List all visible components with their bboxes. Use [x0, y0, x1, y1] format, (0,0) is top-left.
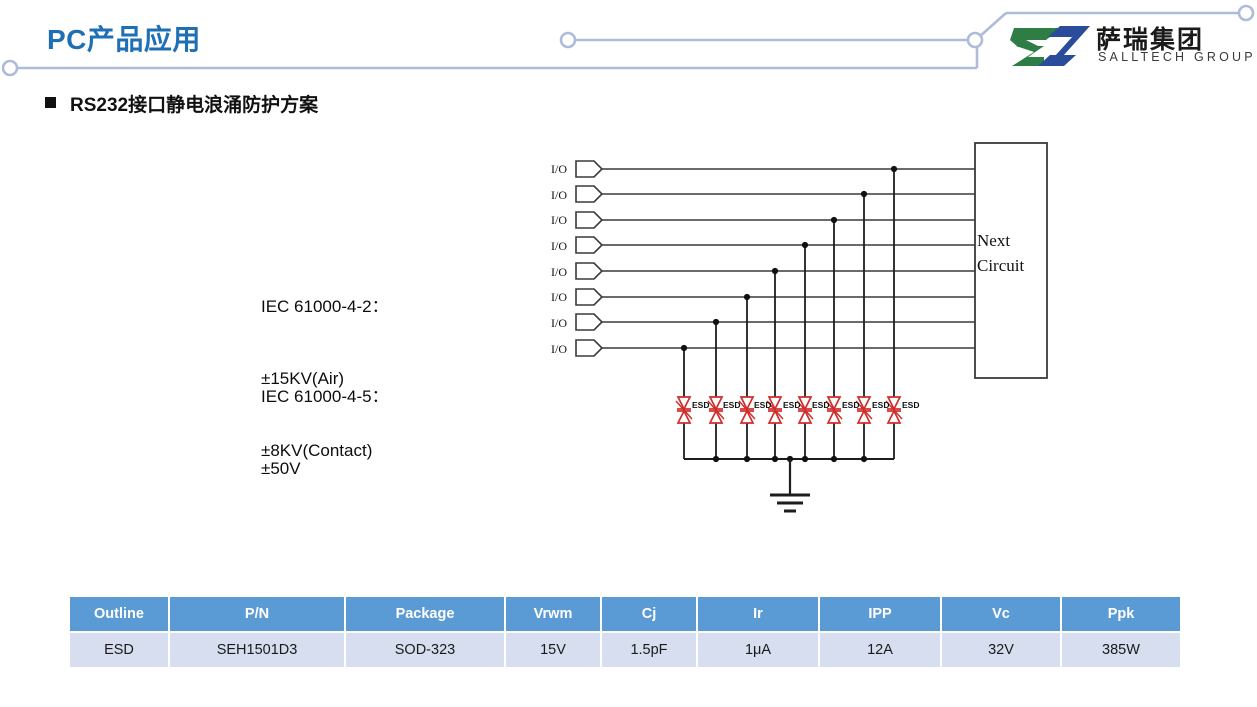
spec-contact-discharge: ±8KV(Contact): [261, 441, 373, 460]
cell-ir: 1μA: [698, 633, 818, 667]
spec-surge-voltage: ±50V: [261, 459, 301, 478]
next-circuit-line2: Circuit: [977, 256, 1025, 275]
spec-iec-61000-4-5-title: IEC 61000-4-5：: [261, 387, 389, 406]
esd-diode: [855, 396, 873, 424]
parameter-table: Outline P/N Package Vrwm Cj Ir IPP Vc Pp…: [68, 595, 1182, 669]
table-header-vc: Vc: [942, 597, 1060, 631]
esd-label: ESD: [902, 400, 920, 410]
cell-vrwm: 15V: [506, 633, 600, 667]
esd-diode-group: [675, 396, 903, 424]
table-header-cj: Cj: [602, 597, 696, 631]
esd-label: ESD: [872, 400, 890, 410]
io-label: I/O: [551, 290, 567, 304]
header-decoration: [1, 4, 1255, 77]
next-circuit-line1: Next: [977, 231, 1011, 250]
next-circuit-label: Next Circuit: [977, 228, 1047, 278]
logo-english-name: SALLTECH GROUP: [1098, 50, 1256, 64]
spec-air-discharge: ±15KV(Air): [261, 369, 345, 388]
table-header-ppk: Ppk: [1062, 597, 1180, 631]
esd-diode: [885, 396, 903, 424]
section-subtitle: RS232接口静电浪涌防护方案: [70, 95, 319, 116]
cell-ppk: 385W: [1062, 633, 1180, 667]
esd-label: ESD: [754, 400, 772, 410]
esd-label: ESD: [812, 400, 830, 410]
logo-chinese-name: 萨瑞集团: [1096, 26, 1205, 54]
esd-diode: [766, 396, 784, 424]
logo-mark-icon: [1010, 26, 1090, 66]
esd-diode: [796, 396, 814, 424]
table-header-ir: Ir: [698, 597, 818, 631]
cell-vc: 32V: [942, 633, 1060, 667]
io-label: I/O: [551, 162, 567, 176]
io-label: I/O: [551, 316, 567, 330]
table-header-outline: Outline: [70, 597, 168, 631]
esd-label: ESD: [842, 400, 860, 410]
cell-outline: ESD: [70, 633, 168, 667]
bullet-square-icon: [45, 97, 56, 108]
ground-icon: [770, 459, 810, 513]
esd-diode: [675, 396, 693, 424]
io-label: I/O: [551, 342, 567, 356]
table-row: ESD SEH1501D3 SOD-323 15V 1.5pF 1μA 12A …: [70, 633, 1180, 667]
company-logo: 萨瑞集团 SALLTECH GROUP: [1010, 22, 1253, 74]
table-header-vrwm: Vrwm: [506, 597, 600, 631]
deco-circle-left: [1, 59, 19, 77]
io-connector-group: [575, 160, 604, 357]
cell-cj: 1.5pF: [602, 633, 696, 667]
spec-iec-61000-4-2-title: IEC 61000-4-2：: [261, 297, 389, 316]
table-header-ipp: IPP: [820, 597, 940, 631]
cell-package: SOD-323: [346, 633, 504, 667]
io-label: I/O: [551, 265, 567, 279]
page-title: PC产品应用: [47, 24, 201, 55]
table-header-package: Package: [346, 597, 504, 631]
esd-label: ESD: [723, 400, 741, 410]
deco-circle-joint: [966, 31, 984, 49]
cell-ipp: 12A: [820, 633, 940, 667]
io-label: I/O: [551, 188, 567, 202]
io-label: I/O: [551, 239, 567, 253]
spec-block-esd: IEC 61000-4-2： ±15KV(Air) ±8KV(Contact): [261, 247, 389, 511]
cell-pn: SEH1501D3: [170, 633, 344, 667]
esd-diode: [707, 396, 725, 424]
junction-dots-group: [680, 165, 898, 352]
esd-diode: [825, 396, 843, 424]
esd-diode: [738, 396, 756, 424]
deco-circle-middle: [559, 31, 577, 49]
esd-label: ESD: [783, 400, 801, 410]
esd-label: ESD: [692, 400, 710, 410]
io-label: I/O: [551, 213, 567, 227]
deco-circle-right: [1237, 4, 1255, 22]
table-header-row: Outline P/N Package Vrwm Cj Ir IPP Vc Pp…: [70, 597, 1180, 631]
spec-block-surge: IEC 61000-4-5： ±50V: [261, 337, 389, 529]
next-circuit-box: [974, 142, 1048, 379]
table-header-pn: P/N: [170, 597, 344, 631]
ground-rail-dots: [712, 455, 868, 463]
